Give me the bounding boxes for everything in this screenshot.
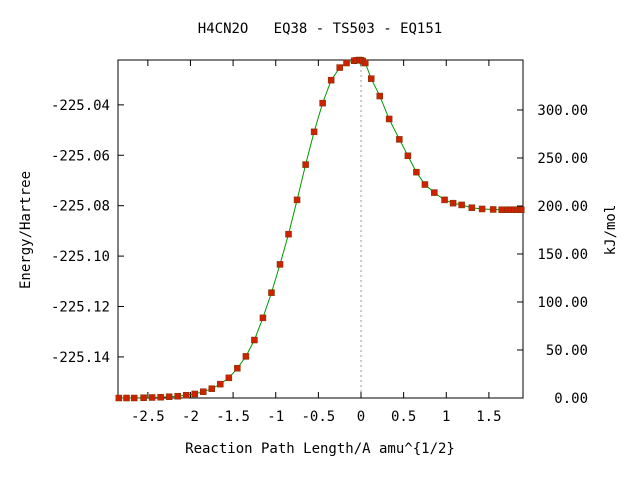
plot-border [117,59,524,399]
y2-tick-label: 100.00 [537,295,588,311]
data-point [498,206,505,213]
data-point [259,314,267,322]
data-point [302,161,309,168]
y-tick-label: -225.12 [51,300,110,316]
data-point [165,393,173,400]
data-point [182,391,190,399]
y-axis-label: Energy/Hartree [18,171,34,289]
chart-title: H4CN2O EQ38 - TS503 - EQ151 [198,21,442,37]
y-tick-label: -225.10 [51,249,110,265]
energy-points [115,56,525,402]
data-point [174,392,181,400]
data-point [123,394,130,402]
data-point [208,385,216,392]
data-point [404,152,412,160]
x-axis-label: Reaction Path Length/A amu^{1/2} [185,441,455,457]
data-point [268,289,275,296]
x-axis-ticks: -2.5 -2 -1.5 -1 -0.5 0 0.5 1 1.5 [131,60,502,425]
y2-tick-label: 300.00 [537,103,588,119]
y-tick-label: -225.14 [51,350,110,366]
data-point [376,92,384,100]
data-point [441,196,448,204]
y-tick-label: -225.08 [51,199,110,215]
y-tick-label: -225.06 [51,148,110,164]
data-point [251,336,258,344]
y2-axis-ticks: 0.00 50.00 100.00 150.00 200.00 250.00 300.00 [517,103,588,407]
y-tick-label: -225.04 [51,98,110,114]
data-point [217,380,224,388]
y2-tick-label: 0.00 [554,391,588,407]
data-point [148,394,156,401]
data-point [449,199,457,207]
data-point [242,353,250,360]
data-point [115,394,123,402]
data-point [518,206,525,213]
x-tick-label: -0.5 [302,409,336,425]
data-point [367,75,375,82]
data-point [396,136,403,143]
data-point [310,128,318,136]
data-point [319,99,326,107]
plot-frame [117,59,524,399]
data-point [191,390,198,398]
energy-curve [118,59,522,399]
data-point [157,393,164,401]
data-point [327,76,335,84]
data-point [489,206,497,213]
x-tick-label: 0 [357,409,365,425]
data-point [140,394,147,401]
data-point [225,374,233,382]
data-point [336,64,343,71]
x-tick-label: -2 [182,409,199,425]
data-point [385,115,393,123]
data-point [343,59,350,67]
x-tick-label: 0.5 [391,409,416,425]
data-point [130,394,138,402]
x-tick-label: -1 [267,409,284,425]
y2-tick-label: 200.00 [537,199,588,215]
data-point [421,181,429,188]
x-tick-label: 1.5 [476,409,501,425]
y-axis-ticks: -225.04 -225.06 -225.08 -225.10 -225.12 -225.… [51,98,124,366]
data-point [478,205,486,213]
data-point [431,189,438,196]
x-tick-label: 1 [442,409,450,425]
x-tick-label: -1.5 [216,409,250,425]
data-point [293,196,301,204]
data-point [276,261,284,268]
x-tick-label: -2.5 [131,409,165,425]
data-point [413,168,420,176]
data-point [362,59,369,67]
data-point [234,365,241,372]
y2-axis-label: kJ/mol [603,205,619,256]
y2-tick-label: 150.00 [537,247,588,263]
data-point [458,201,465,209]
data-point [200,388,207,395]
data-point [468,204,476,211]
y2-tick-label: 50.00 [546,343,588,359]
y2-tick-label: 250.00 [537,151,588,167]
series-line-path [118,59,522,399]
data-point [285,230,292,238]
